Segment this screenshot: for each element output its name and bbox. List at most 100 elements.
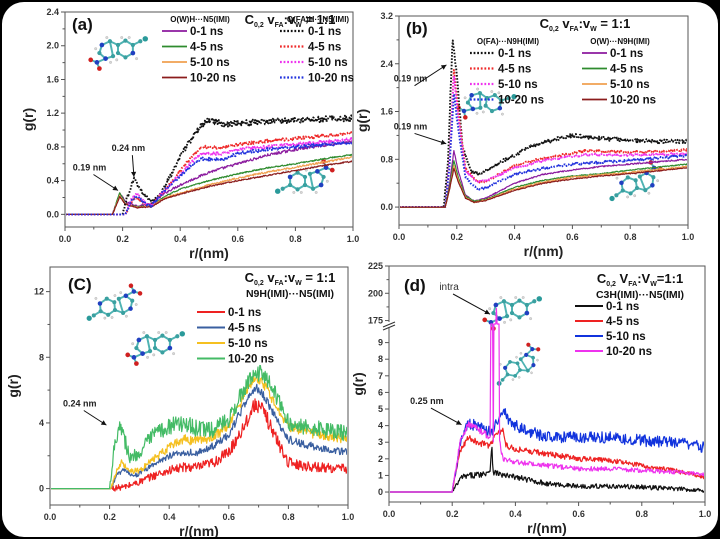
molecule-hydrogen [134,303,138,306]
x-tick-label: 0.2 [116,234,129,244]
molecule-atom [504,314,510,319]
molecule-bond [520,358,529,372]
molecule-atom [461,108,467,114]
molecule-chlorine [536,296,543,302]
title-mid: :v [284,270,296,285]
molecule-atom [483,103,488,108]
y-tick-label: 0 [378,487,383,497]
title-c: C [597,271,607,286]
molecule-atom [518,368,522,372]
molecule-atom [112,307,118,313]
title-v1: v [559,16,571,31]
molecule-atom [518,357,523,362]
y-tick-label: 6 [378,387,383,397]
molecule-atom [492,93,497,98]
molecule-atom [477,91,482,96]
molecule-atom [650,183,655,188]
annotation-label: 0.19 nm [394,74,428,84]
legend-group-header: O(FA)···N9H(IMI) [477,37,540,46]
legend-label: 4-5 ns [308,42,341,54]
molecule-atom [121,310,126,315]
panel-label: (d) [404,276,426,295]
annotation-label: 0.19 nm [73,163,107,173]
molecule-atom [288,182,293,188]
y-tick-label: 3 [378,437,383,447]
molecule-atom [125,352,131,358]
molecule-hydrogen [110,316,114,319]
molecule-atom [107,39,113,44]
molecule-atom [463,115,468,120]
molecule-hydrogen [481,110,485,114]
molecule-upper [482,296,543,331]
molecule-atom [99,42,105,48]
molecule-hydrogen [536,358,539,362]
molecule-atom [526,342,531,347]
molecule-atom [97,66,102,71]
legend-group-header: O(W)···N9H(IMI) [590,37,650,46]
series-line-5-10ns-solid [390,408,704,493]
molecule-atom [128,306,133,311]
legend-title: C0,2 vFA:vW = 1:1 [245,270,336,287]
annotation-arrowhead [455,419,462,425]
legend-label: 10-20 ns [308,73,354,85]
legend-label: 5-10 ns [498,79,538,91]
molecule-atom [531,355,535,360]
y-axis-title: g(r) [5,374,21,397]
y-tick-label: 9 [378,338,383,348]
annotation-label: 0.24 nm [112,143,146,153]
molecule-top [88,36,149,71]
annotation-arrowhead [100,420,107,426]
molecule-bond [478,93,482,108]
panel-c: 0.0 0.2 0.4 0.6 0.8 1.0 0 4 8 12 r/(nm) g(r) (C) C0,2… [5,266,354,537]
molecule-atom [517,315,522,320]
y-tick-label: 1.2 [46,108,59,118]
legend-label: 0-1 ns [190,26,223,38]
legend: O(W)H···N5(IMI) O(FA)H···N5(IMI) 0-1 ns 4-5… [162,15,354,85]
y-tick-label: 0 [39,484,44,494]
y-tick-label: 0.8 [46,142,59,152]
y-tick-label: 225 [368,261,383,271]
molecule-hydrogen [647,191,651,195]
molecule-atom [532,299,537,304]
title-mid: :v [579,16,591,31]
y-axis-title: g(r) [350,372,366,395]
molecule-hydrogen [113,294,117,297]
molecule-hydrogen [94,297,98,300]
title-v1-sub: FA [275,280,284,287]
molecule-atom [524,302,529,308]
molecule-bond [638,176,647,191]
annotation-arrow [414,132,447,145]
molecule-atom [513,374,517,378]
molecule-atom [506,96,511,101]
molecule-atom [136,337,142,343]
molecule-hydrogen [476,87,479,91]
series-group [66,114,352,216]
series-line-0-1ns-dotted [400,39,687,209]
molecule-atom [123,293,129,299]
title-mid: :v [284,12,296,27]
title-v1-sub: FA [628,281,637,288]
molecule-top [456,87,517,120]
legend-label: 10-20 ns [610,95,656,107]
title-c-sub: 0,2 [549,26,559,33]
y-tick-label: 0.8 [380,154,393,164]
molecule-hydrogen [499,296,503,299]
y-tick-label: 7 [378,371,383,381]
legend: N9H(IMI)···N5(IMI) 0-1 ns 4-5 ns 5-10 ns 10-… [197,288,334,366]
molecule-atom [318,182,324,188]
molecule-hydrogen [152,353,156,357]
molecule-lower [125,331,186,366]
molecule-atom [489,109,495,114]
x-tick-label: 0.2 [451,232,464,242]
x-tick-label: 0.0 [383,509,396,519]
molecule-atom [115,42,121,48]
title-v1: v [264,270,276,285]
legend-label: 10-20 ns [190,73,236,85]
series-group [400,39,687,209]
molecule-hydrogen [325,179,329,183]
title-rest: = 1:1 [302,12,336,27]
molecule-chlorine [609,195,615,202]
legend-label: 10-20 ns [606,346,652,358]
molecule-atom [160,333,165,338]
